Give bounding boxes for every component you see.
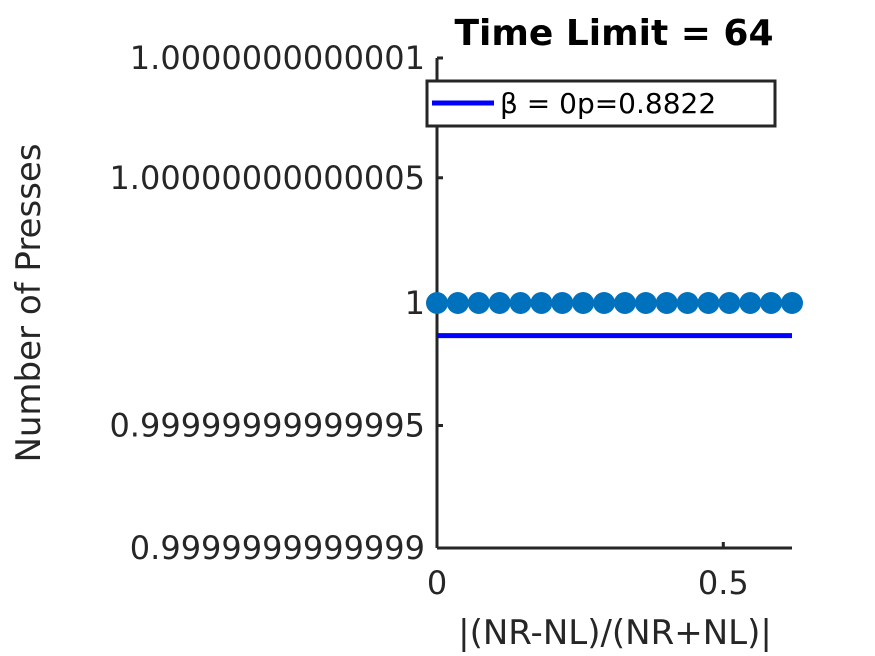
data-point bbox=[739, 292, 762, 314]
data-point bbox=[697, 292, 720, 314]
data-point bbox=[572, 292, 595, 314]
data-point bbox=[488, 292, 511, 314]
y-tick-label: 0.9999999999999 bbox=[130, 529, 425, 567]
data-point bbox=[509, 292, 532, 314]
legend-label: β = 0p=0.8822 bbox=[500, 87, 716, 120]
y-tick-label: 0.99999999999995 bbox=[109, 407, 425, 445]
data-point bbox=[760, 292, 783, 314]
y-axis-label: Number of Presses bbox=[9, 143, 49, 462]
data-point bbox=[781, 292, 803, 314]
data-point bbox=[634, 292, 657, 314]
data-point bbox=[613, 292, 636, 314]
plot-area: 1.0000000000001 1.00000000000005 1 0.999999… bbox=[109, 39, 803, 602]
x-tick-label: 0.5 bbox=[698, 564, 749, 602]
x-axis-label: |(NR-NL)/(NR+NL)| bbox=[458, 613, 772, 653]
x-axis-ticks: 0 0.5 bbox=[427, 542, 749, 602]
series-layer bbox=[426, 292, 803, 339]
y-tick-label: 1.0000000000001 bbox=[130, 39, 425, 77]
data-point bbox=[718, 292, 741, 314]
chart-title: Time Limit = 64 bbox=[454, 13, 773, 54]
y-tick-label: 1 bbox=[405, 284, 425, 322]
y-axis-ticks: 1.0000000000001 1.00000000000005 1 0.999999… bbox=[109, 39, 443, 567]
data-point bbox=[551, 292, 574, 314]
data-point bbox=[446, 292, 469, 314]
data-point bbox=[530, 292, 553, 314]
data-point bbox=[655, 292, 678, 314]
data-point bbox=[593, 292, 616, 314]
legend: β = 0p=0.8822 bbox=[425, 79, 777, 128]
x-tick-label: 0 bbox=[427, 564, 447, 602]
data-point bbox=[426, 292, 448, 314]
y-tick-label: 1.00000000000005 bbox=[109, 159, 425, 197]
data-point bbox=[467, 292, 490, 314]
data-point bbox=[676, 292, 699, 314]
